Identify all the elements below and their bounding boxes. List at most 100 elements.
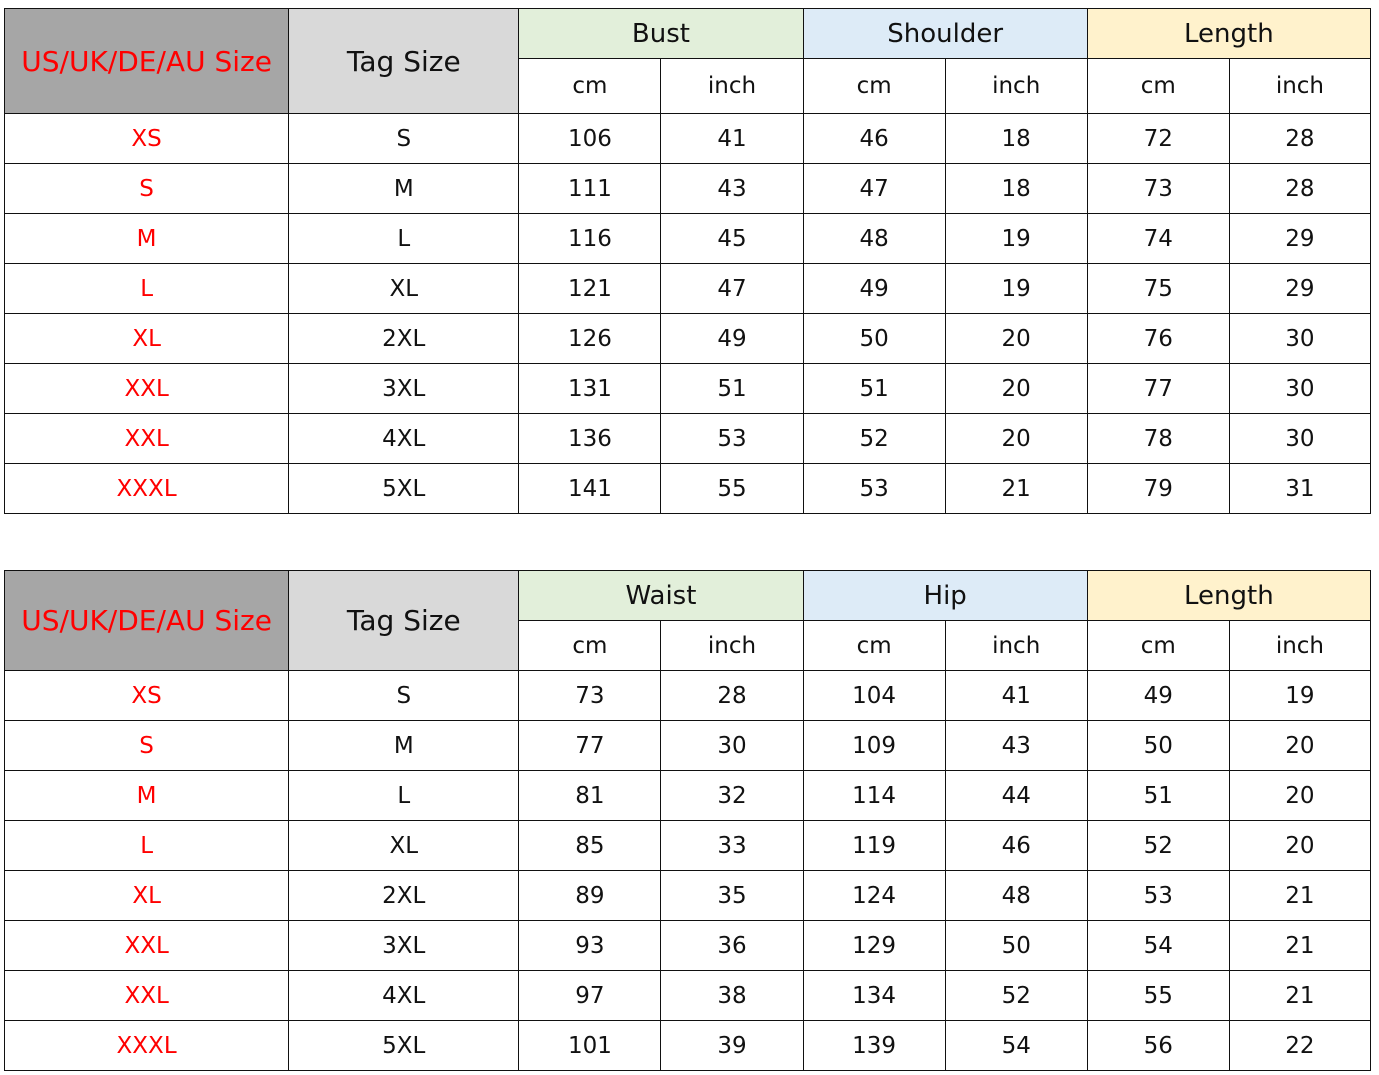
- measurement-cell: 51: [1086, 770, 1230, 821]
- measurement-cell: 46: [944, 820, 1088, 871]
- table-row: XL 2XL 89 35 124 48 53 21: [3, 870, 1372, 921]
- measurement-cell: 20: [944, 363, 1088, 414]
- measurement-cell: 129: [802, 920, 946, 971]
- measurement-cell: 124: [802, 870, 946, 921]
- measurement-cell: 106: [518, 113, 662, 164]
- tag-size-cell: S: [288, 670, 520, 721]
- tag-size-cell: 3XL: [288, 920, 520, 971]
- measurement-cell: 31: [1228, 463, 1372, 514]
- measurement-cell: 33: [660, 820, 804, 871]
- measurement-cell: 121: [518, 263, 662, 314]
- measurement-cell: 50: [1086, 720, 1230, 771]
- measurement-cell: 77: [518, 720, 662, 771]
- measurement-cell: 93: [518, 920, 662, 971]
- measurement-cell: 30: [1228, 313, 1372, 364]
- measurement-cell: 111: [518, 163, 662, 214]
- measurement-cell: 52: [1086, 820, 1230, 871]
- measurement-cell: 38: [660, 970, 804, 1021]
- measurement-cell: 30: [660, 720, 804, 771]
- measurement-cell: 104: [802, 670, 946, 721]
- size-column-header: US/UK/DE/AU Size: [3, 570, 290, 671]
- tag-size-column-header: Tag Size: [288, 570, 520, 671]
- measurement-cell: 35: [660, 870, 804, 921]
- measurement-cell: 21: [1228, 970, 1372, 1021]
- unit-header-inch: inch: [660, 620, 804, 671]
- measurement-cell: 50: [802, 313, 946, 364]
- tag-size-cell: L: [288, 770, 520, 821]
- group-header-shoulder: Shoulder: [802, 8, 1088, 59]
- measurement-cell: 54: [1086, 920, 1230, 971]
- measurement-cell: 56: [1086, 1020, 1230, 1071]
- unit-header-cm: cm: [802, 620, 946, 671]
- measurement-cell: 55: [660, 463, 804, 514]
- size-cell: XXXL: [3, 463, 290, 514]
- measurement-cell: 50: [944, 920, 1088, 971]
- measurement-cell: 39: [660, 1020, 804, 1071]
- measurement-cell: 52: [802, 413, 946, 464]
- measurement-cell: 19: [944, 263, 1088, 314]
- table-row: XXL 3XL 131 51 51 20 77 30: [3, 363, 1372, 414]
- unit-header-cm: cm: [518, 620, 662, 671]
- measurement-cell: 54: [944, 1020, 1088, 1071]
- measurement-cell: 21: [1228, 870, 1372, 921]
- measurement-cell: 73: [1086, 163, 1230, 214]
- unit-header-inch: inch: [660, 58, 804, 114]
- measurement-cell: 20: [1228, 720, 1372, 771]
- measurement-cell: 44: [944, 770, 1088, 821]
- tag-size-cell: S: [288, 113, 520, 164]
- size-cell: S: [3, 163, 290, 214]
- measurement-cell: 77: [1086, 363, 1230, 414]
- measurement-cell: 28: [1228, 113, 1372, 164]
- measurement-cell: 30: [1228, 413, 1372, 464]
- measurement-cell: 19: [944, 213, 1088, 264]
- size-cell: M: [3, 213, 290, 264]
- measurement-cell: 97: [518, 970, 662, 1021]
- group-header-length: Length: [1086, 570, 1372, 621]
- tag-size-cell: 5XL: [288, 1020, 520, 1071]
- measurement-cell: 47: [660, 263, 804, 314]
- tag-size-cell: 2XL: [288, 870, 520, 921]
- unit-header-inch: inch: [944, 620, 1088, 671]
- measurement-cell: 126: [518, 313, 662, 364]
- tag-size-cell: L: [288, 213, 520, 264]
- measurement-cell: 47: [802, 163, 946, 214]
- table-row: XL 2XL 126 49 50 20 76 30: [3, 313, 1372, 364]
- size-cell: XXL: [3, 970, 290, 1021]
- group-header-bust: Bust: [518, 8, 804, 59]
- size-chart-table-1: US/UK/DE/AU Size Tag Size Bust Shoulder Leng…: [3, 8, 1372, 514]
- table-row: L XL 85 33 119 46 52 20: [3, 820, 1372, 871]
- measurement-cell: 114: [802, 770, 946, 821]
- size-cell: XL: [3, 870, 290, 921]
- group-header-length: Length: [1086, 8, 1372, 59]
- tag-size-cell: XL: [288, 263, 520, 314]
- measurement-cell: 51: [660, 363, 804, 414]
- size-column-header: US/UK/DE/AU Size: [3, 8, 290, 114]
- header-row-groups: US/UK/DE/AU Size Tag Size Bust Shoulder Leng…: [3, 8, 1372, 114]
- size-cell: L: [3, 820, 290, 871]
- measurement-cell: 89: [518, 870, 662, 921]
- measurement-cell: 30: [1228, 363, 1372, 414]
- measurement-cell: 20: [944, 313, 1088, 364]
- size-cell: XS: [3, 113, 290, 164]
- table-row: XXL 4XL 97 38 134 52 55 21: [3, 970, 1372, 1021]
- measurement-cell: 28: [1228, 163, 1372, 214]
- table-row: XS S 106 41 46 18 72 28: [3, 113, 1372, 164]
- measurement-cell: 49: [1086, 670, 1230, 721]
- measurement-cell: 85: [518, 820, 662, 871]
- measurement-cell: 73: [518, 670, 662, 721]
- measurement-cell: 116: [518, 213, 662, 264]
- measurement-cell: 20: [944, 413, 1088, 464]
- measurement-cell: 109: [802, 720, 946, 771]
- measurement-cell: 136: [518, 413, 662, 464]
- unit-header-inch: inch: [1228, 58, 1372, 114]
- tag-size-column-header: Tag Size: [288, 8, 520, 114]
- size-chart-table-2: US/UK/DE/AU Size Tag Size Waist Hip Length cm…: [3, 570, 1372, 1071]
- measurement-cell: 21: [944, 463, 1088, 514]
- header-row-groups: US/UK/DE/AU Size Tag Size Waist Hip Length: [3, 570, 1372, 671]
- size-cell: L: [3, 263, 290, 314]
- measurement-cell: 49: [802, 263, 946, 314]
- unit-header-inch: inch: [944, 58, 1088, 114]
- size-cell: XXXL: [3, 1020, 290, 1071]
- measurement-cell: 19: [1228, 670, 1372, 721]
- measurement-cell: 81: [518, 770, 662, 821]
